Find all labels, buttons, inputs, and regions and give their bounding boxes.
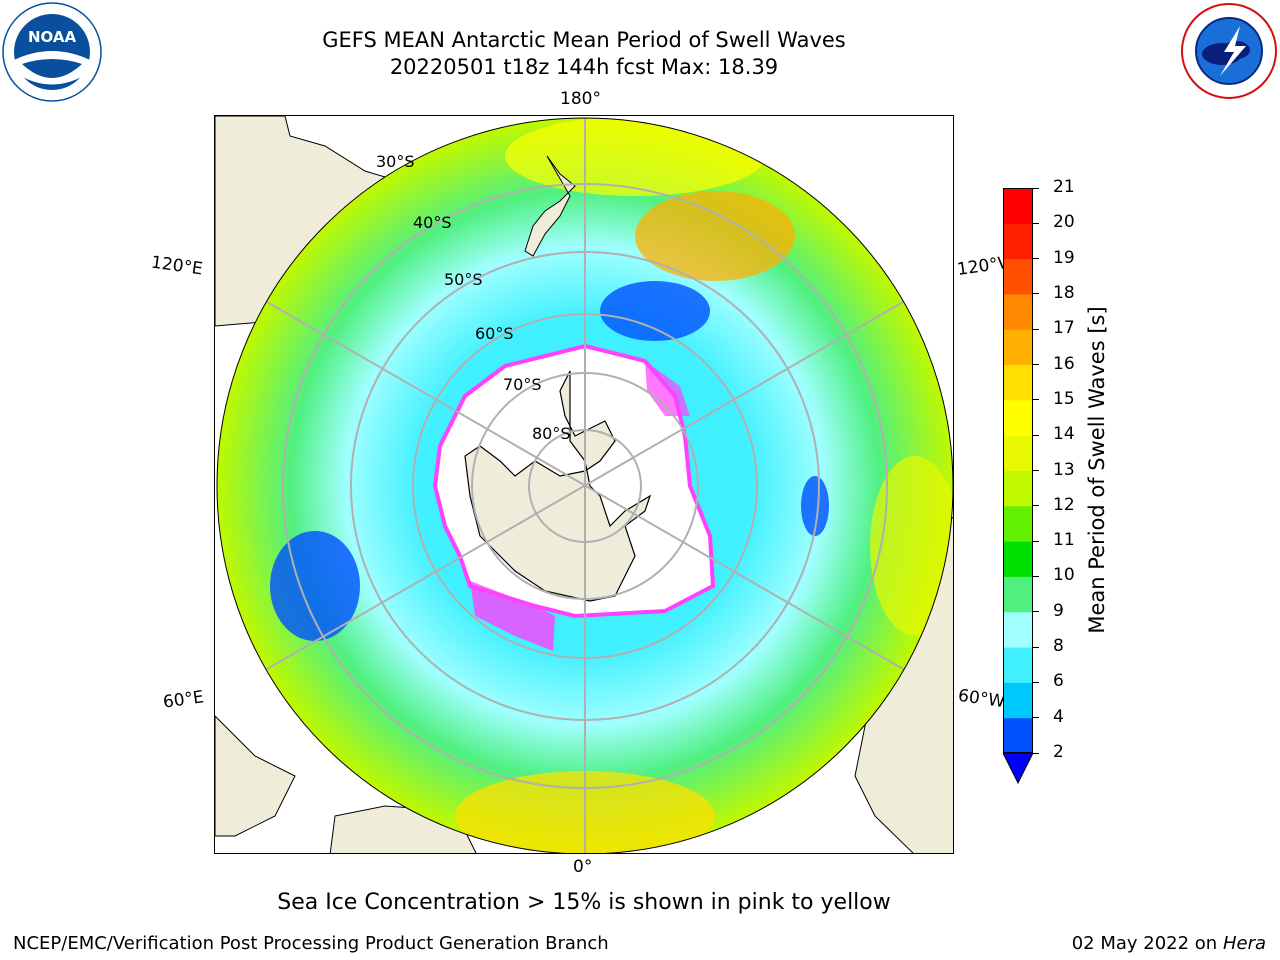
svg-text:NOAA: NOAA	[28, 28, 77, 46]
swell-low-patch-west	[270, 531, 360, 641]
landmass-antarctica	[464, 370, 652, 602]
landmass-africa	[215, 715, 296, 837]
colorbar-tick-mark	[1033, 611, 1039, 613]
colorbar-tick-mark	[1033, 752, 1039, 754]
sea-ice-pink-weddell	[470, 581, 555, 651]
colorbar-tick-mark	[1033, 364, 1039, 366]
colorbar-tick-label: 2	[1053, 742, 1064, 762]
lat-label-30s: 30°S	[376, 152, 415, 171]
colorbar-segment	[1003, 611, 1033, 648]
colorbar-svg	[1002, 188, 1034, 785]
colorbar-tick-label: 6	[1053, 671, 1064, 692]
colorbar-tick-mark	[1033, 646, 1039, 648]
colorbar-outline	[1003, 188, 1033, 753]
colorbar-segment	[1003, 223, 1033, 260]
colorbar-tick-mark	[1033, 681, 1039, 683]
footer-date: 02 May 2022 on Hera	[1072, 933, 1266, 954]
colorbar-tick-mark	[1033, 222, 1039, 224]
colorbar-segment	[1003, 293, 1033, 330]
chart-title: GEFS MEAN Antarctic Mean Period of Swell…	[322, 28, 846, 52]
colorbar-tick-mark	[1033, 434, 1039, 436]
colorbar-tick-label: 8	[1053, 636, 1064, 657]
colorbar-segment	[1003, 717, 1033, 754]
footer-credit: NCEP/EMC/Verification Post Processing Pr…	[13, 933, 609, 954]
colorbar-tick-label: 10	[1053, 565, 1075, 586]
noaa-logo-icon: NOAA	[2, 2, 102, 102]
colorbar-tick-label: 13	[1053, 459, 1075, 480]
colorbar-tick-mark	[1033, 575, 1039, 577]
colorbar-segment	[1003, 364, 1033, 401]
lat-label-40s: 40°S	[413, 213, 452, 232]
colorbar-segment	[1003, 258, 1033, 295]
chart-subtitle: 20220501 t18z 144h fcst Max: 18.39	[389, 55, 779, 79]
colorbar-tick-label: 15	[1053, 388, 1075, 409]
colorbar-segment	[1003, 682, 1033, 719]
lat-label-50s: 50°S	[444, 270, 483, 289]
national-weather-service-logo-icon	[1180, 2, 1278, 100]
colorbar-label: Mean Period of Swell Waves [s]	[1085, 306, 1109, 634]
colorbar-segment	[1003, 329, 1033, 366]
colorbar-segment	[1003, 188, 1033, 224]
map-svg	[215, 116, 953, 853]
colorbar-tick-mark	[1033, 399, 1039, 401]
colorbar-tick-label: 12	[1053, 494, 1075, 515]
footer-date-text: 02 May 2022 on	[1071, 933, 1218, 954]
colorbar-tick-label: 19	[1053, 247, 1075, 268]
colorbar-tick-mark	[1033, 187, 1039, 189]
colorbar-segment	[1003, 505, 1033, 542]
colorbar-segment	[1003, 541, 1033, 577]
globe-boundary	[216, 117, 953, 853]
colorbar-segment	[1003, 435, 1033, 471]
colorbar-tick-label: 16	[1053, 353, 1075, 374]
colorbar-segment	[1003, 576, 1033, 613]
colorbar-tick-mark	[1033, 505, 1039, 507]
lon-label-180: 180°	[560, 89, 601, 109]
swell-low-patch-north	[600, 281, 710, 341]
colorbar-segment	[1003, 399, 1033, 436]
swell-low-patch-east	[801, 476, 829, 536]
sea-ice-pink-ross	[645, 361, 690, 416]
swell-high-patch-pacific	[635, 191, 795, 281]
longitude-gridlines	[217, 118, 953, 853]
colorbar-tick-label: 14	[1053, 424, 1075, 445]
polar-map	[214, 115, 954, 854]
colorbar-extend-arrow	[1002, 752, 1034, 785]
colorbar-tick-label: 18	[1053, 282, 1075, 303]
colorbar-tick-label: 20	[1053, 212, 1075, 233]
colorbar-tick-mark	[1033, 717, 1039, 719]
footer-machine: Hera	[1222, 933, 1266, 954]
lon-label-60e: 60°E	[161, 687, 206, 713]
colorbar-tick-label: 17	[1053, 318, 1075, 339]
colorbar-tick-label: 9	[1053, 600, 1064, 621]
lon-label-0: 0°	[573, 857, 593, 877]
sea-ice-note: Sea Ice Concentration > 15% is shown in …	[277, 890, 891, 915]
colorbar-tick-mark	[1033, 258, 1039, 260]
lat-label-80s: 80°S	[532, 424, 571, 443]
colorbar-tick-mark	[1033, 470, 1039, 471]
colorbar-tick-label: 21	[1053, 177, 1075, 197]
lon-label-60w: 60°W	[956, 685, 1007, 713]
colorbar-tick-mark	[1033, 540, 1039, 542]
colorbar	[1002, 188, 1034, 788]
colorbar-tick-label: 11	[1053, 530, 1075, 551]
lat-label-70s: 70°S	[503, 375, 542, 394]
colorbar-tick-label: 4	[1053, 706, 1064, 727]
colorbar-segment	[1003, 470, 1033, 507]
lon-label-120e: 120°E	[149, 252, 204, 280]
colorbar-tick-mark	[1033, 328, 1039, 330]
colorbar-tick-mark	[1033, 293, 1039, 295]
colorbar-segment	[1003, 647, 1033, 683]
lat-label-60s: 60°S	[475, 324, 514, 343]
